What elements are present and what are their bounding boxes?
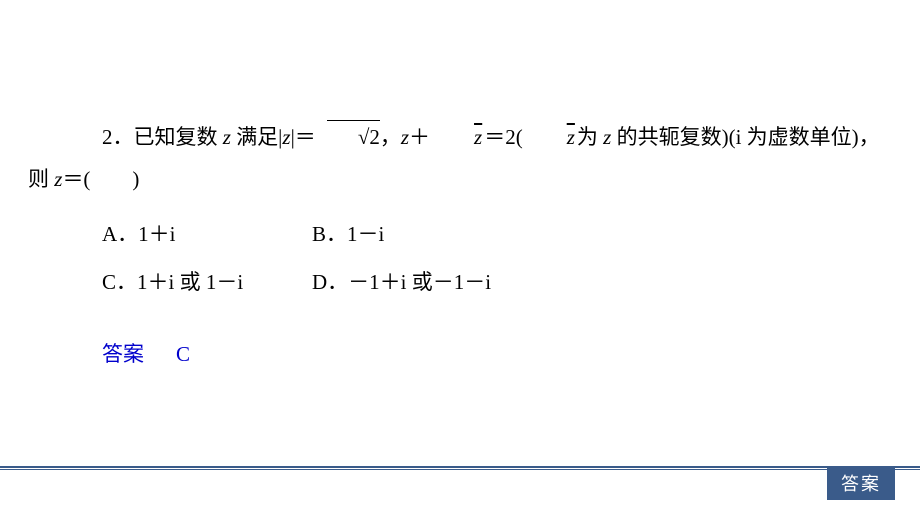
sqrt: √2 bbox=[316, 118, 380, 158]
option-a-text: 1＋i bbox=[138, 222, 175, 246]
line2-prefix: 则 bbox=[28, 167, 54, 191]
question-line-2: 则 z＝( ) bbox=[28, 160, 880, 200]
text1: 满足| bbox=[231, 125, 282, 149]
zbar2: z bbox=[523, 118, 577, 158]
text4: 为 bbox=[577, 125, 603, 149]
option-a-label: A． bbox=[102, 222, 138, 246]
option-c-label: C． bbox=[102, 270, 137, 294]
answer-label: 答案 bbox=[102, 342, 144, 366]
text2: |＝ bbox=[291, 125, 316, 149]
option-d: D．－1＋i 或－1－i bbox=[312, 266, 880, 296]
answer-row: 答案 C bbox=[60, 338, 880, 368]
option-b: B．1－i bbox=[312, 218, 880, 248]
options-row-2: C．1＋i 或 1－i D．－1＋i 或－1－i bbox=[60, 266, 880, 296]
option-d-label: D． bbox=[312, 270, 348, 294]
question-content: 2．已知复数 z 满足|z|＝√2，z＋z＝2(z为 z 的共轭复数)(i 为虚… bbox=[0, 0, 920, 368]
option-a: A．1＋i bbox=[102, 218, 312, 248]
option-b-text: 1－i bbox=[347, 222, 384, 246]
question-number: 2． bbox=[102, 125, 134, 149]
var-z2: z bbox=[282, 125, 290, 149]
question-line-1: 2．已知复数 z 满足|z|＝√2，z＋z＝2(z为 z 的共轭复数)(i 为虚… bbox=[60, 118, 880, 158]
zbar1: z bbox=[430, 118, 484, 158]
text5: 的共轭复数)(i 为虚数单位)， bbox=[611, 125, 879, 149]
option-b-label: B． bbox=[312, 222, 347, 246]
eq1: ＝2( bbox=[484, 125, 523, 149]
answer-value: C bbox=[176, 342, 190, 366]
text3: ， bbox=[380, 125, 401, 149]
question-prefix: 已知复数 bbox=[134, 125, 223, 149]
var-z3: z bbox=[401, 125, 409, 149]
options-row-1: A．1＋i B．1－i bbox=[60, 218, 880, 248]
option-c-text: 1＋i 或 1－i bbox=[137, 270, 243, 294]
option-d-text: －1＋i 或－1－i bbox=[348, 270, 491, 294]
footer-badge: 答案 bbox=[827, 466, 895, 500]
option-c: C．1＋i 或 1－i bbox=[102, 266, 312, 296]
footer-line bbox=[0, 466, 920, 470]
plus1: ＋ bbox=[409, 125, 430, 149]
line2-suffix: ＝( ) bbox=[62, 167, 139, 191]
var-z: z bbox=[223, 125, 231, 149]
